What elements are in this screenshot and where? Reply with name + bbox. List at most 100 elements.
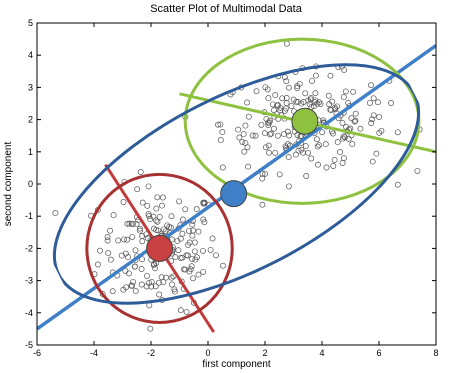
data-point: [244, 99, 250, 106]
data-point: [245, 163, 252, 170]
data-point: [394, 129, 401, 136]
data-point: [209, 235, 216, 242]
data-point: [340, 94, 347, 101]
data-point: [298, 100, 305, 107]
y-tick-label: -1: [25, 211, 33, 221]
data-point: [284, 128, 291, 135]
data-point: [118, 252, 125, 259]
data-point: [340, 155, 347, 162]
data-point: [322, 141, 329, 148]
data-point: [130, 278, 137, 285]
y-tick-label: -5: [25, 340, 33, 350]
data-point: [339, 160, 346, 166]
y-tick-label: -4: [25, 308, 33, 318]
data-point: [125, 254, 131, 261]
data-point: [366, 99, 373, 106]
data-point: [200, 199, 207, 206]
x-tick-label: 2: [262, 348, 267, 358]
data-point: [242, 122, 249, 129]
data-point: [334, 139, 341, 146]
data-point: [115, 237, 122, 244]
data-point: [261, 130, 268, 137]
data-point: [312, 72, 319, 79]
data-point: [200, 268, 207, 275]
data-point: [312, 90, 319, 97]
data-point: [277, 107, 284, 114]
data-point: [265, 122, 272, 128]
data-point: [213, 252, 219, 259]
data-point: [200, 216, 207, 223]
data-point: [52, 210, 59, 217]
data-point: [369, 116, 376, 123]
data-point: [189, 221, 196, 228]
data-point: [283, 100, 290, 107]
data-point: [139, 238, 146, 245]
data-point: [259, 201, 266, 208]
data-point: [191, 248, 198, 255]
data-point: [262, 170, 269, 177]
x-tick-label: -6: [33, 348, 41, 358]
data-point: [342, 88, 349, 95]
x-tick-label: 6: [376, 348, 381, 358]
data-point: [315, 161, 321, 168]
data-point: [245, 113, 252, 120]
data-point: [316, 99, 323, 106]
data-point: [171, 288, 178, 295]
data-point: [150, 262, 157, 269]
data-point: [104, 237, 111, 244]
data-point: [259, 175, 266, 182]
confidence-ellipse: [52, 63, 421, 305]
data-point: [414, 167, 421, 174]
y-axis-label: second component: [3, 142, 14, 227]
data-point: [368, 82, 374, 89]
data-point: [122, 268, 129, 274]
data-point: [200, 247, 206, 254]
cluster-2-mean-marker: [291, 107, 319, 135]
data-point: [180, 266, 187, 273]
data-point: [352, 110, 359, 117]
data-point: [308, 155, 315, 162]
x-axis-label: first component: [202, 359, 271, 370]
data-point: [275, 102, 281, 109]
data-point: [295, 147, 302, 154]
data-point: [179, 216, 186, 223]
data-point: [137, 169, 144, 175]
data-point: [258, 121, 265, 128]
data-point: [124, 220, 131, 227]
y-tick-label: -3: [25, 276, 33, 286]
data-point: [219, 164, 226, 171]
data-point: [175, 247, 182, 254]
data-point: [156, 291, 163, 298]
data-point: [394, 181, 401, 188]
data-point: [148, 278, 155, 285]
data-point: [283, 40, 290, 47]
data-point: [376, 129, 383, 136]
data-point: [190, 275, 196, 282]
data-point: [159, 194, 166, 201]
data-point: [150, 213, 157, 220]
data-point: [189, 255, 196, 262]
data-point: [276, 171, 283, 178]
data-point: [109, 288, 116, 295]
data-point: [272, 149, 279, 156]
data-point: [139, 256, 146, 263]
x-tick-label: 0: [205, 348, 210, 358]
data-point: [388, 100, 395, 106]
data-point: [195, 228, 202, 235]
y-tick-label: -2: [25, 243, 33, 253]
data-point: [331, 104, 338, 111]
data-point: [220, 262, 226, 269]
y-tick-label: 2: [28, 115, 33, 125]
data-point: [314, 143, 321, 150]
data-point: [274, 132, 281, 139]
data-point: [207, 246, 214, 253]
data-point: [134, 186, 141, 193]
data-point: [376, 113, 383, 120]
data-point: [319, 129, 326, 136]
data-point: [262, 84, 269, 91]
data-point: [283, 95, 290, 101]
data-point: [188, 263, 195, 270]
data-point: [168, 274, 175, 281]
data-point: [345, 135, 352, 142]
data-point: [155, 279, 162, 286]
